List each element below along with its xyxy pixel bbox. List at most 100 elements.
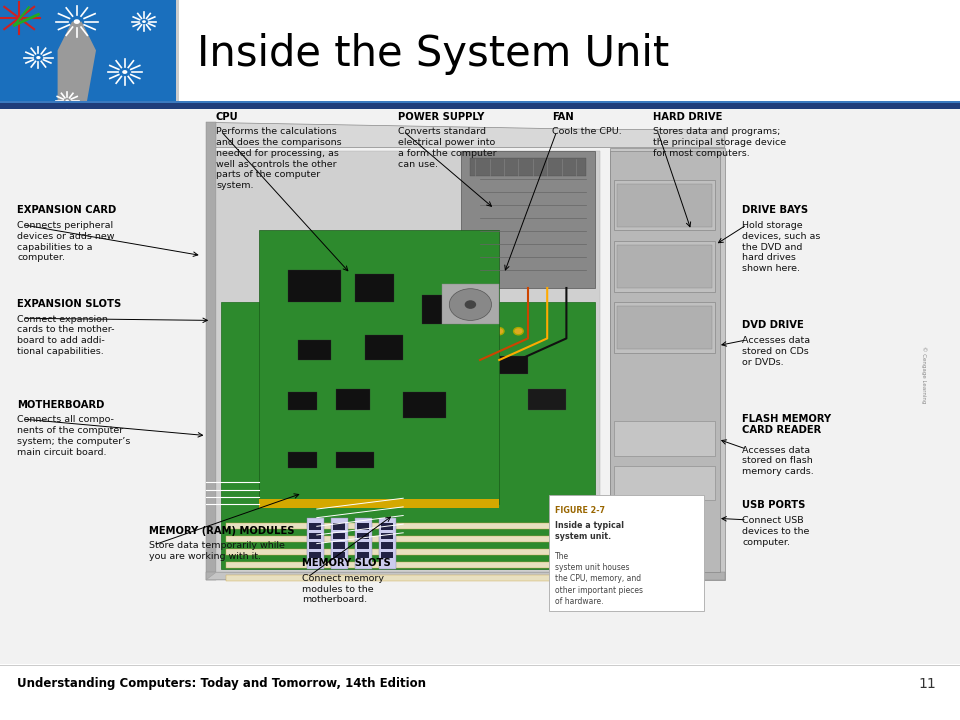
FancyBboxPatch shape: [684, 557, 703, 565]
FancyBboxPatch shape: [381, 533, 393, 539]
FancyBboxPatch shape: [288, 452, 317, 468]
Circle shape: [449, 289, 492, 320]
FancyBboxPatch shape: [357, 523, 369, 530]
FancyBboxPatch shape: [226, 575, 552, 581]
Text: Hold storage
devices, such as
the DVD and
hard drives
shown here.: Hold storage devices, such as the DVD an…: [742, 221, 821, 273]
Text: POWER SUPPLY: POWER SUPPLY: [398, 112, 485, 122]
FancyBboxPatch shape: [365, 385, 398, 403]
FancyBboxPatch shape: [336, 389, 370, 410]
FancyBboxPatch shape: [442, 284, 499, 324]
FancyBboxPatch shape: [0, 664, 960, 720]
FancyBboxPatch shape: [226, 562, 552, 568]
Text: Performs the calculations
and does the comparisons
needed for processing, as
wel: Performs the calculations and does the c…: [216, 127, 342, 190]
FancyBboxPatch shape: [226, 549, 552, 555]
Circle shape: [122, 70, 128, 74]
FancyBboxPatch shape: [259, 499, 499, 508]
FancyBboxPatch shape: [309, 552, 321, 558]
FancyBboxPatch shape: [0, 102, 960, 109]
FancyBboxPatch shape: [269, 454, 298, 468]
FancyBboxPatch shape: [307, 518, 324, 569]
FancyBboxPatch shape: [403, 338, 442, 360]
FancyBboxPatch shape: [0, 0, 178, 104]
FancyBboxPatch shape: [333, 552, 345, 558]
FancyBboxPatch shape: [317, 421, 336, 432]
Text: MOTHERBOARD: MOTHERBOARD: [17, 400, 105, 410]
Text: FLASH MEMORY
CARD READER: FLASH MEMORY CARD READER: [742, 414, 831, 435]
Circle shape: [494, 328, 504, 335]
FancyBboxPatch shape: [288, 371, 317, 389]
FancyBboxPatch shape: [614, 421, 715, 456]
Polygon shape: [461, 151, 595, 288]
FancyBboxPatch shape: [357, 542, 369, 549]
FancyBboxPatch shape: [309, 533, 321, 539]
Text: © Cengage Learning: © Cengage Learning: [921, 346, 926, 403]
Text: FAN: FAN: [552, 112, 574, 122]
FancyBboxPatch shape: [176, 0, 179, 104]
Text: The
system unit houses
the CPU, memory, and
other important pieces
of hardware.: The system unit houses the CPU, memory, …: [555, 552, 643, 606]
Text: Understanding Computers: Today and Tomorrow, 14th Edition: Understanding Computers: Today and Tomor…: [17, 678, 426, 690]
Text: Connect USB
devices to the
computer.: Connect USB devices to the computer.: [742, 516, 809, 546]
Polygon shape: [206, 572, 725, 580]
Polygon shape: [610, 148, 725, 580]
Text: EXPANSION SLOTS: EXPANSION SLOTS: [17, 299, 122, 309]
FancyBboxPatch shape: [422, 389, 446, 403]
FancyBboxPatch shape: [0, 0, 960, 104]
Text: USB PORTS: USB PORTS: [742, 500, 805, 510]
Circle shape: [370, 328, 379, 335]
FancyBboxPatch shape: [499, 356, 528, 374]
Text: FIGURE 2-7: FIGURE 2-7: [555, 506, 605, 516]
Polygon shape: [216, 151, 600, 572]
Polygon shape: [206, 122, 725, 148]
Circle shape: [514, 328, 523, 335]
Polygon shape: [58, 22, 96, 104]
FancyBboxPatch shape: [288, 392, 317, 410]
FancyBboxPatch shape: [333, 533, 345, 539]
FancyBboxPatch shape: [298, 340, 331, 360]
Circle shape: [74, 19, 80, 24]
Text: DVD DRIVE: DVD DRIVE: [742, 320, 804, 330]
Text: Connects peripheral
devices or adds new
capabilities to a
computer.: Connects peripheral devices or adds new …: [17, 221, 115, 262]
FancyBboxPatch shape: [336, 452, 374, 468]
FancyBboxPatch shape: [470, 158, 586, 176]
Text: Connect memory
modules to the
motherboard.: Connect memory modules to the motherboar…: [302, 574, 384, 604]
Text: CPU: CPU: [216, 112, 239, 122]
FancyBboxPatch shape: [451, 421, 470, 432]
Text: EXPANSION CARD: EXPANSION CARD: [17, 205, 116, 215]
FancyBboxPatch shape: [379, 518, 396, 569]
FancyBboxPatch shape: [617, 184, 712, 227]
FancyBboxPatch shape: [355, 518, 372, 569]
Text: HARD DRIVE: HARD DRIVE: [653, 112, 722, 122]
FancyBboxPatch shape: [528, 389, 566, 410]
Text: MEMORY (RAM) MODULES: MEMORY (RAM) MODULES: [149, 526, 295, 536]
FancyBboxPatch shape: [622, 557, 641, 565]
FancyBboxPatch shape: [403, 392, 446, 418]
FancyBboxPatch shape: [617, 245, 712, 288]
Polygon shape: [259, 230, 499, 504]
FancyBboxPatch shape: [226, 536, 552, 542]
Text: Accesses data
stored on CDs
or DVDs.: Accesses data stored on CDs or DVDs.: [742, 336, 810, 366]
Circle shape: [389, 328, 398, 335]
Text: Cools the CPU.: Cools the CPU.: [552, 127, 622, 137]
Polygon shape: [221, 302, 595, 569]
FancyBboxPatch shape: [365, 335, 403, 360]
Circle shape: [350, 328, 360, 335]
FancyBboxPatch shape: [381, 542, 393, 549]
FancyBboxPatch shape: [381, 523, 393, 530]
FancyBboxPatch shape: [422, 295, 461, 324]
FancyBboxPatch shape: [0, 665, 960, 666]
Text: Stores data and programs;
the principal storage device
for most computers.: Stores data and programs; the principal …: [653, 127, 786, 158]
Text: Store data temporarily while
you are working with it.: Store data temporarily while you are wor…: [149, 541, 285, 561]
Circle shape: [142, 20, 146, 23]
FancyBboxPatch shape: [381, 552, 393, 558]
Circle shape: [36, 56, 40, 59]
FancyBboxPatch shape: [617, 306, 712, 349]
Text: MEMORY SLOTS: MEMORY SLOTS: [302, 558, 391, 568]
FancyBboxPatch shape: [614, 466, 715, 500]
Text: DRIVE BAYS: DRIVE BAYS: [742, 205, 808, 215]
FancyBboxPatch shape: [610, 151, 720, 572]
Text: Converts standard
electrical power into
a form the computer
can use.: Converts standard electrical power into …: [398, 127, 497, 168]
Circle shape: [408, 328, 418, 335]
FancyBboxPatch shape: [355, 274, 394, 302]
FancyBboxPatch shape: [331, 518, 348, 569]
Text: Inside the System Unit: Inside the System Unit: [197, 33, 669, 75]
